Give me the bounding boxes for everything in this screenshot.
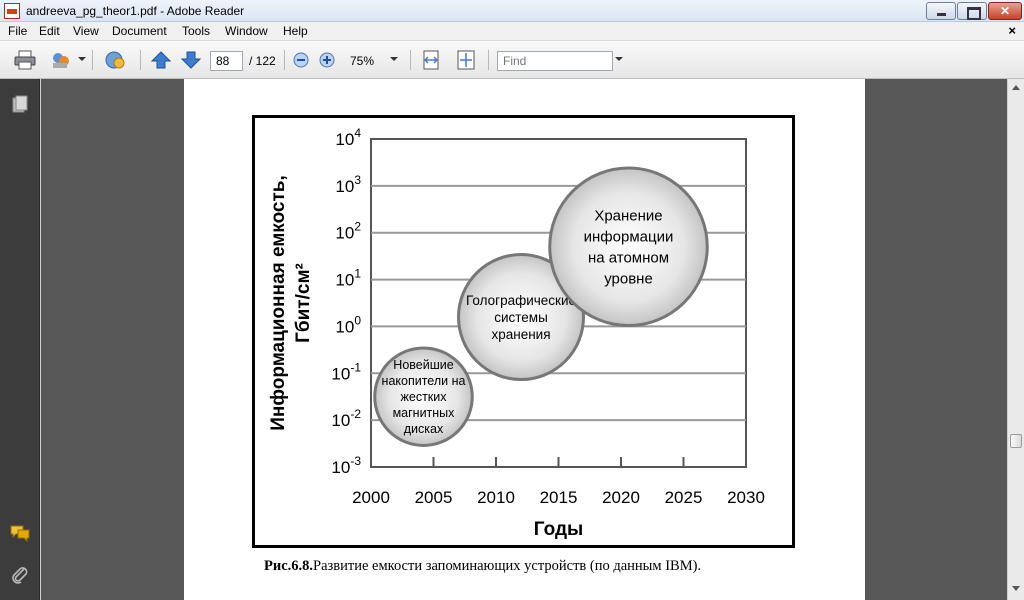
scroll-down-icon[interactable] [1012, 586, 1020, 591]
menu-document[interactable]: Document [112, 24, 167, 38]
next-page-icon[interactable] [180, 50, 202, 70]
y-tick-label: 101 [335, 267, 361, 290]
y-tick-label: 10-2 [331, 407, 361, 430]
menu-bar: File Edit View Document Tools Window Hel… [0, 22, 1024, 41]
toolbar: 88 / 122 75% Find [0, 41, 1024, 79]
navigation-panel [0, 79, 40, 600]
zoom-dropdown-icon[interactable] [390, 57, 398, 61]
zoom-in-icon[interactable] [318, 50, 336, 70]
bubble [457, 253, 585, 382]
previous-page-icon[interactable] [150, 50, 172, 70]
x-tick-label: 2010 [477, 488, 515, 507]
title-bar: andreeva_pg_theor1.pdf - Adobe Reader [0, 0, 1024, 22]
caption-text: Развитие емкости запоминающих устройств … [313, 558, 702, 574]
share-dropdown-icon[interactable] [78, 57, 86, 61]
pages-panel-icon[interactable] [10, 95, 30, 115]
bubble-chart: 104 103 102 101 100 10-1 10-2 10-3 2000 2005 2010 2… [268, 126, 765, 540]
y-tick-label: 10-3 [331, 454, 361, 477]
zoom-level-select[interactable]: 75% [350, 54, 375, 68]
separator [92, 50, 93, 70]
x-tick-label: 2020 [602, 488, 640, 507]
separator [284, 50, 285, 70]
vertical-scrollbar[interactable] [1007, 79, 1024, 600]
page-number-input[interactable]: 88 [210, 51, 243, 71]
fit-page-icon[interactable] [455, 50, 477, 70]
menu-view[interactable]: View [73, 24, 99, 38]
separator [140, 50, 141, 70]
y-tick-label: 104 [335, 126, 361, 149]
pdf-page: 104 103 102 101 100 10-1 10-2 10-3 2000 2005 2010 2… [184, 79, 865, 600]
x-tick-label: 2025 [665, 488, 703, 507]
bubble-label: Новейшие накопители на жестких магнитных дис… [382, 358, 466, 436]
page-total: / 122 [249, 54, 276, 68]
find-dropdown-icon[interactable] [615, 57, 623, 61]
separator [410, 50, 411, 70]
scroll-up-icon[interactable] [1012, 85, 1020, 90]
y-tick-label: 10-1 [331, 360, 361, 383]
x-tick-label: 2005 [415, 488, 453, 507]
y-axis-label: Информационная емкость, Гбит/см² [268, 175, 314, 431]
close-window-button[interactable] [988, 2, 1022, 20]
window-title: andreeva_pg_theor1.pdf - Adobe Reader [26, 4, 245, 18]
menu-file[interactable]: File [8, 24, 28, 38]
y-tick-label: 103 [335, 173, 361, 196]
maximize-button[interactable] [957, 2, 987, 20]
collaborate-icon[interactable] [104, 50, 126, 70]
bubble-label: Хранение информации на атомном уровне [584, 208, 674, 288]
menu-window[interactable]: Window [225, 24, 268, 38]
comments-panel-icon[interactable] [10, 523, 30, 543]
bubble [548, 166, 709, 328]
share-icon[interactable] [50, 50, 72, 70]
menu-edit[interactable]: Edit [39, 24, 60, 38]
bubble [373, 346, 474, 447]
minimize-button[interactable] [926, 2, 956, 20]
separator [488, 50, 489, 70]
print-icon[interactable] [14, 50, 36, 70]
zoom-out-icon[interactable] [292, 50, 310, 70]
find-input[interactable]: Find [497, 51, 613, 71]
close-document-icon[interactable]: × [1008, 23, 1016, 38]
figure-caption: Рис.6.8.Развитие емкости запоминающих ус… [264, 558, 824, 575]
document-viewport: 104 103 102 101 100 10-1 10-2 10-3 2000 2005 2010 2… [41, 79, 1007, 600]
fit-width-icon[interactable] [420, 50, 442, 70]
bubble-label: Голографические системы хранения [466, 293, 576, 342]
caption-label: Рис.6.8. [264, 558, 314, 574]
x-tick-label: 2000 [352, 488, 390, 507]
x-tick-label: 2015 [540, 488, 578, 507]
menu-tools[interactable]: Tools [182, 24, 211, 38]
x-tick-label: 2030 [727, 488, 765, 507]
y-tick-label: 102 [335, 220, 361, 243]
attachments-panel-icon[interactable] [10, 565, 30, 585]
y-tick-label: 100 [335, 313, 361, 336]
scroll-thumb[interactable] [1010, 434, 1022, 448]
pdf-file-icon [4, 3, 20, 19]
menu-help[interactable]: Help [283, 24, 308, 38]
x-axis-label: Годы [534, 519, 583, 540]
